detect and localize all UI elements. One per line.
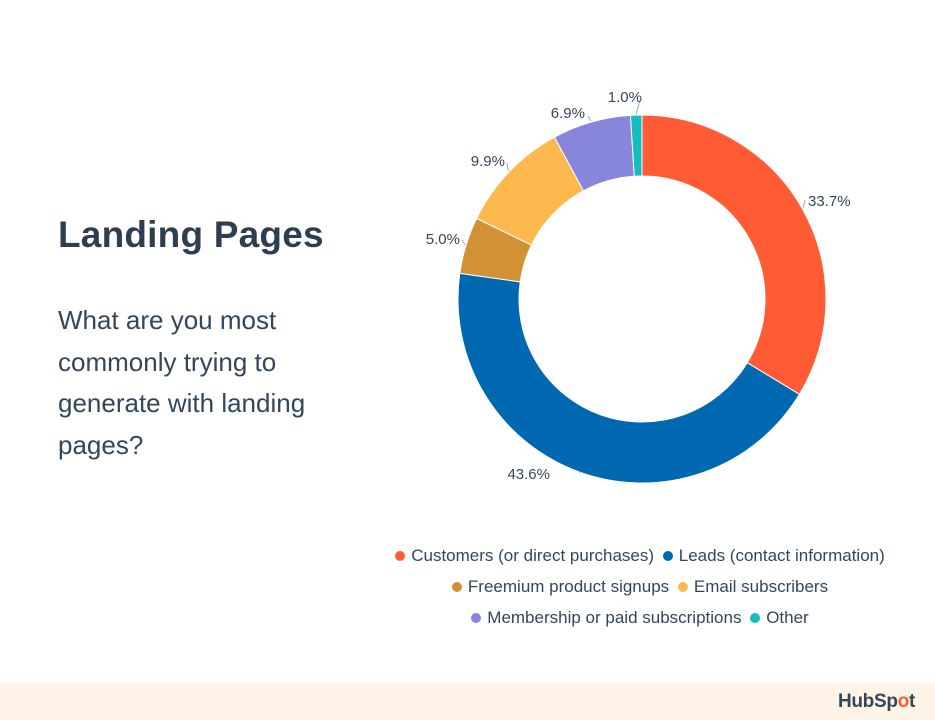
leader-line: [635, 99, 641, 115]
legend-dot-icon: [677, 582, 688, 592]
legend-item-customers[interactable]: Customers (or direct purchases): [395, 540, 654, 571]
slice-label: 9.9%: [471, 153, 505, 170]
legend-dot-icon: [451, 582, 462, 592]
legend-dot-icon: [662, 551, 673, 561]
label-leader-lines: [461, 99, 806, 474]
legend-dot-icon: [471, 613, 482, 623]
chart-legend: Customers (or direct purchases) Leads (c…: [380, 540, 900, 633]
leader-line: [587, 115, 592, 122]
donut-slice[interactable]: [629, 114, 643, 177]
slice-label: 6.9%: [551, 105, 585, 122]
survey-question: What are you most commonly trying to gen…: [58, 305, 306, 460]
slice-labels: 33.7% 43.6% 5.0% 9.9% 6.9% 1.0%: [426, 89, 851, 483]
legend-item-other[interactable]: Other: [750, 602, 809, 633]
legend-row: Freemium product signups Email subscribe…: [380, 571, 900, 602]
legend-item-membership[interactable]: Membership or paid subscriptions: [471, 602, 741, 633]
legend-dot-icon: [750, 613, 761, 623]
slice-label: 5.0%: [426, 231, 460, 248]
page-title: Landing Pages: [58, 214, 324, 255]
legend-row: Customers (or direct purchases) Leads (c…: [380, 540, 900, 571]
legend-item-freemium[interactable]: Freemium product signups: [451, 571, 669, 602]
leader-line: [461, 239, 466, 246]
leader-line: [506, 162, 509, 172]
legend-item-email[interactable]: Email subscribers: [677, 571, 828, 602]
footer-bar: HubSpot: [0, 683, 935, 720]
slice-label: 1.0%: [608, 89, 642, 106]
donut-slice[interactable]: [641, 114, 827, 396]
legend-dot-icon: [395, 551, 406, 561]
donut-slices: [457, 114, 827, 484]
leader-line: [802, 199, 806, 209]
slice-label: 43.6%: [507, 466, 550, 483]
hubspot-logo: HubSpot: [837, 691, 915, 712]
legend-item-leads[interactable]: Leads (contact information): [662, 540, 885, 571]
sprocket-icon: o: [897, 691, 910, 712]
legend-row: Membership or paid subscriptions Other: [380, 602, 900, 633]
slice-label: 33.7%: [808, 193, 851, 210]
donut-chart: 33.7% 43.6% 5.0% 9.9% 6.9% 1.0%: [426, 89, 851, 484]
donut-slice[interactable]: [457, 272, 801, 484]
